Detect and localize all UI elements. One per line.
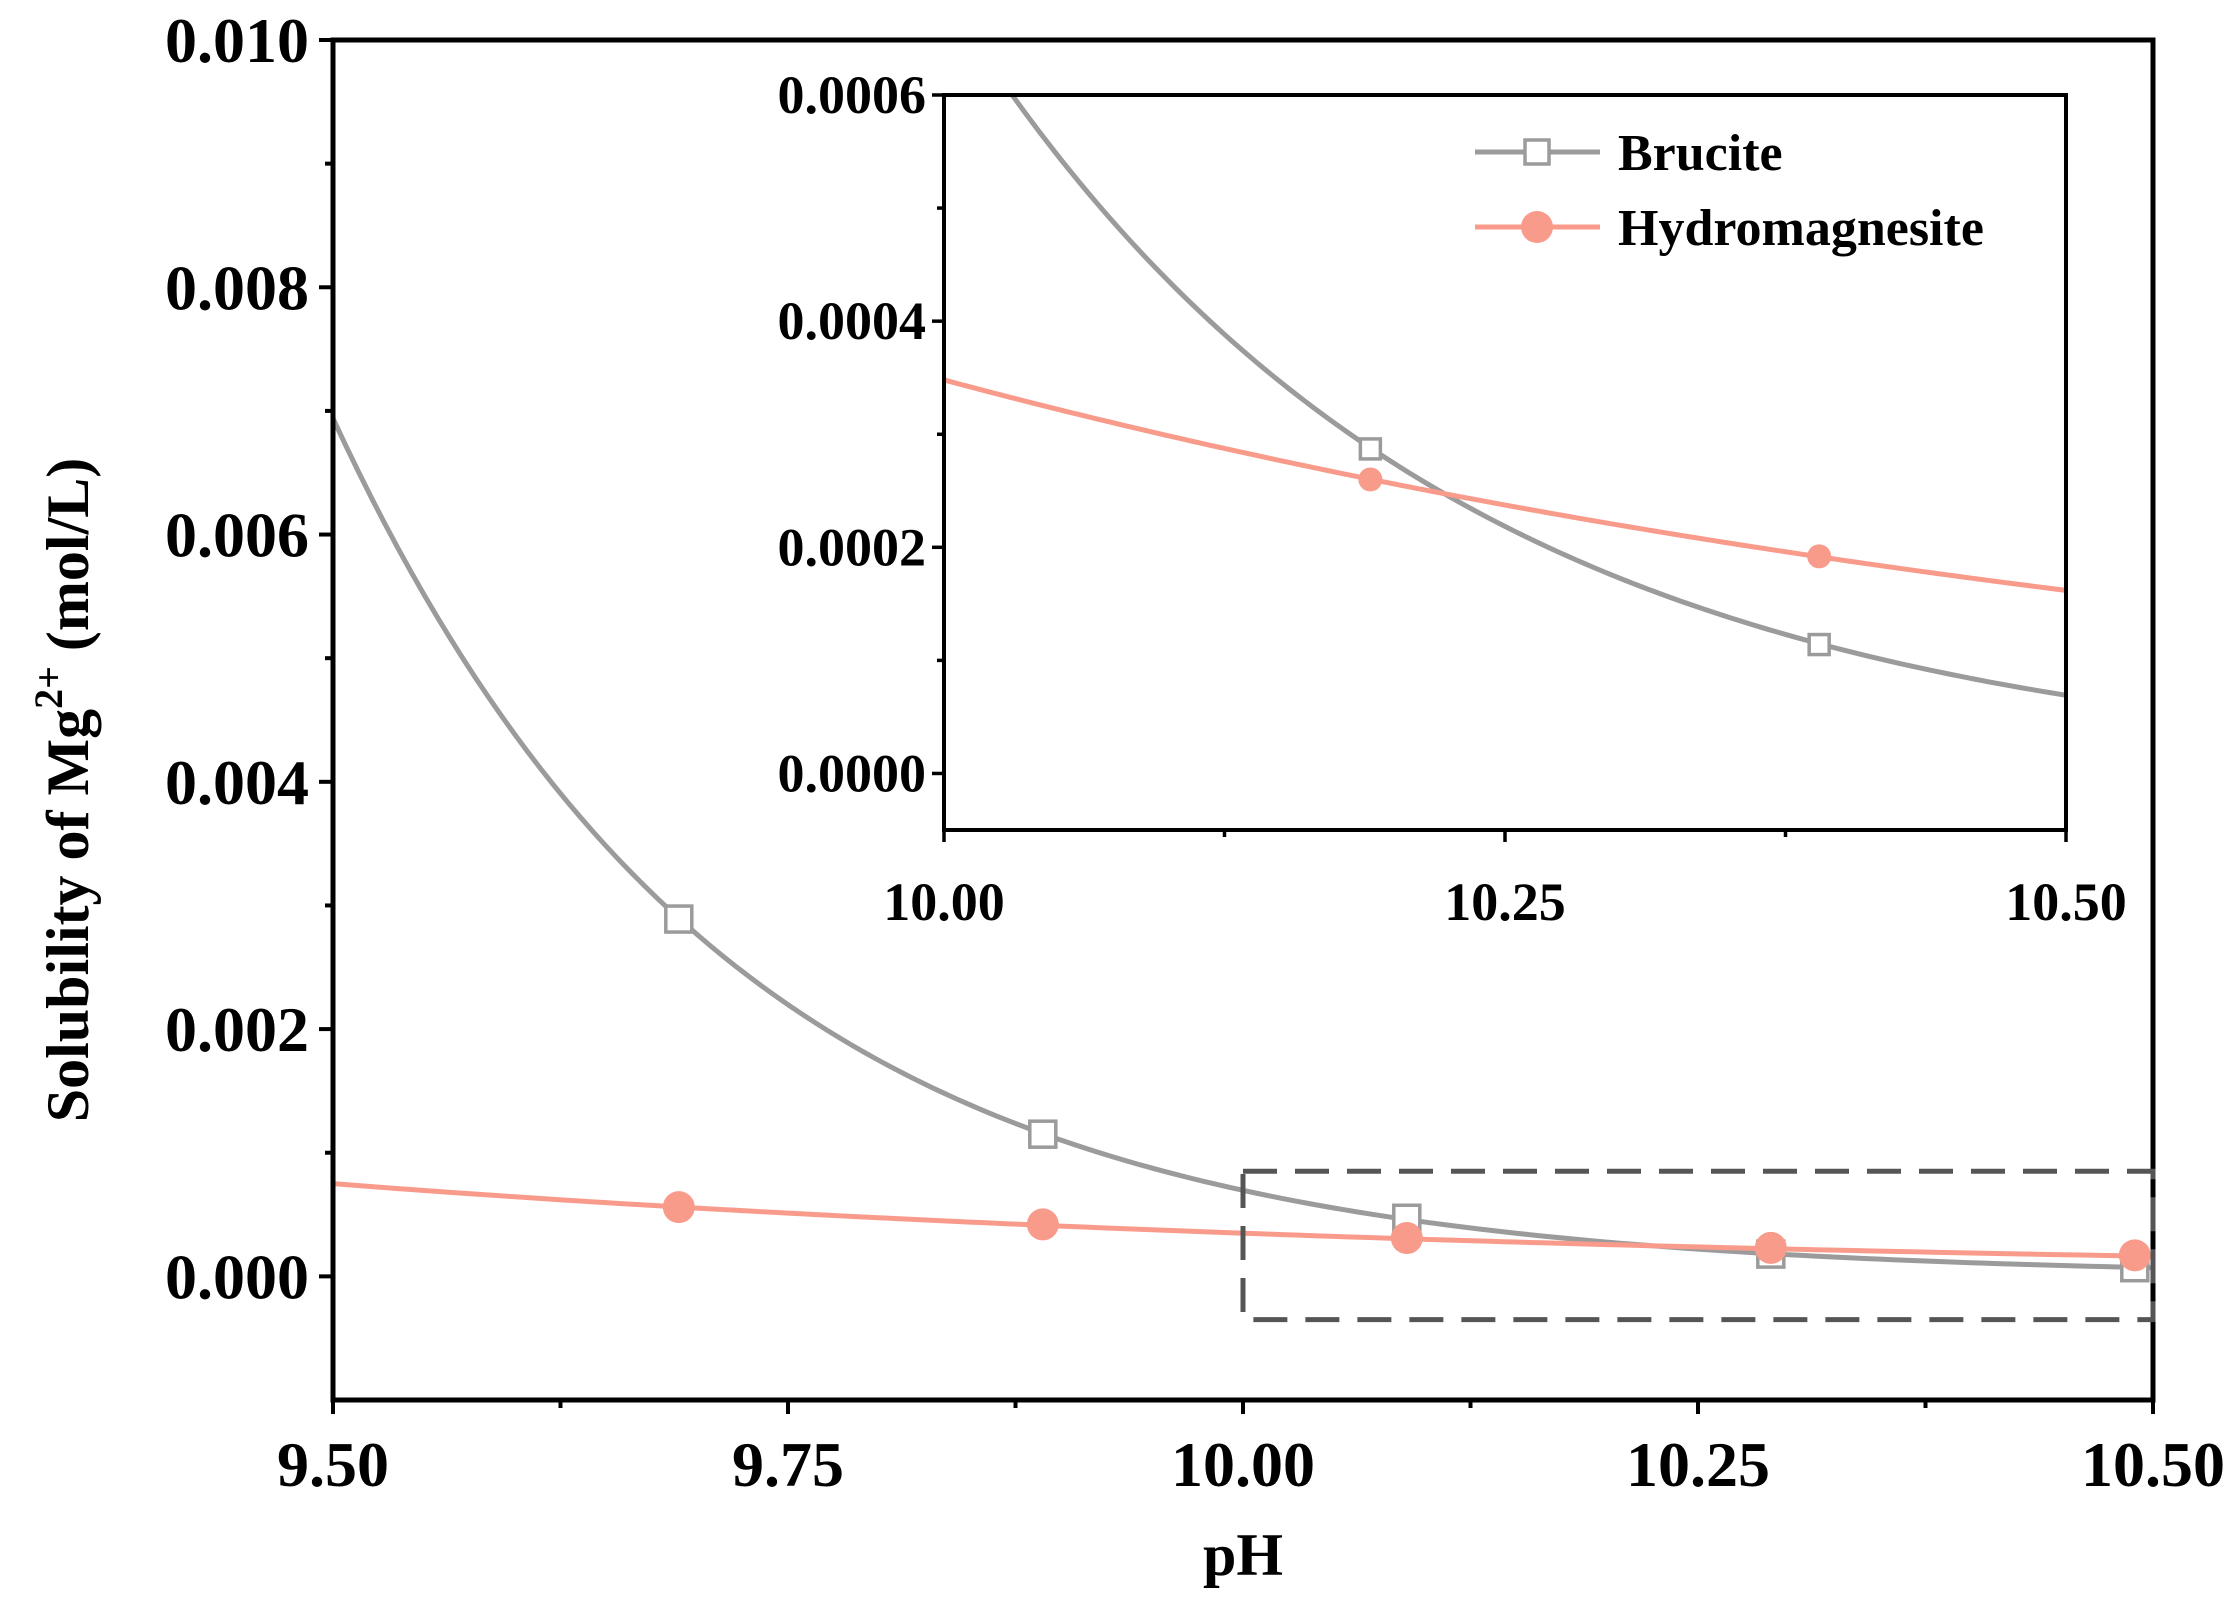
main-point-hydromagnesite [2118, 1239, 2151, 1272]
main-point-brucite [1028, 1119, 1058, 1149]
main-y-tick-label: 0.008 [165, 252, 309, 323]
main-x-tick-label: 10.50 [2081, 1429, 2225, 1500]
main-point-hydromagnesite [1390, 1222, 1423, 1255]
inset-line-brucite [1009, 95, 2066, 698]
main-y-tick-label: 0.000 [165, 1241, 309, 1312]
y-axis-title-superscript: 2+ [26, 666, 71, 709]
main-tick-labels: 9.50 9.75 10.00 10.25 10.50 0.000 0.002 0.004 0.… [165, 5, 2225, 1500]
inset-y-tick-label: 0.0004 [778, 291, 927, 351]
inset-x-tick-label: 10.00 [883, 872, 1005, 932]
legend-item-brucite: Brucite [1475, 125, 1783, 182]
inset-x-tick-label: 10.50 [2005, 872, 2127, 932]
x-axis-title: pH [1203, 1522, 1283, 1588]
inset-background [944, 95, 2066, 830]
y-axis-title-base: Solubility of Mg [35, 709, 101, 1122]
legend-marker-brucite [1523, 138, 1551, 166]
legend-marker-hydromagnesite [1521, 211, 1553, 243]
inset-tick-labels: 10.00 10.25 10.50 0.0000 0.0002 0.0004 0.0006 [778, 65, 2127, 932]
main-x-tick-label: 9.75 [732, 1429, 844, 1500]
legend-label-hydromagnesite: Hydromagnesite [1618, 200, 1984, 257]
zoom-region-box [1240, 1168, 2156, 1323]
main-x-tick-label: 9.50 [277, 1429, 389, 1500]
inset-line-hydromagnesite [944, 377, 2066, 593]
legend-label-brucite: Brucite [1618, 125, 1783, 182]
legend: Brucite Hydromagnesite [1475, 125, 1984, 257]
main-point-hydromagnesite [1026, 1208, 1059, 1241]
inset-x-tick-label: 10.25 [1444, 872, 1566, 932]
main-y-tick-label: 0.004 [165, 747, 309, 818]
main-y-tick-label: 0.002 [165, 994, 309, 1065]
inset-point-hydromagnesite [1358, 467, 1383, 492]
inset-point-brucite [1807, 632, 1831, 657]
main-point-brucite [664, 904, 694, 934]
inset-y-tick-label: 0.0006 [778, 65, 927, 125]
legend-item-hydromagnesite: Hydromagnesite [1475, 200, 1984, 257]
main-point-hydromagnesite [662, 1191, 695, 1224]
inset-point-hydromagnesite [1807, 544, 1832, 569]
y-axis-title-unit: (mol/L) [35, 458, 101, 666]
main-x-tick-label: 10.00 [1171, 1429, 1315, 1500]
inset-point-brucite [1358, 437, 1383, 461]
main-point-hydromagnesite [1754, 1231, 1787, 1264]
main-y-tick-label: 0.006 [165, 500, 309, 571]
main-axis-ticks [319, 38, 2155, 1414]
inset-series-layer [944, 95, 2066, 698]
inset-plot: 10.00 10.25 10.500.00000.00020.00040.0006 … [778, 65, 2127, 932]
main-plot: 9.50 9.75 10.00 10.25 10.50 0.000 0.002 0.004 0.… [165, 5, 2225, 1500]
inset-y-tick-label: 0.0002 [778, 517, 927, 577]
main-y-tick-label: 0.010 [165, 5, 309, 76]
inset-y-tick-label: 0.0000 [778, 743, 927, 803]
inset-axis-ticks [932, 93, 2068, 842]
y-axis-title: Solubility of Mg2+ (mol/L) [26, 458, 101, 1123]
main-x-tick-label: 10.25 [1626, 1429, 1770, 1500]
